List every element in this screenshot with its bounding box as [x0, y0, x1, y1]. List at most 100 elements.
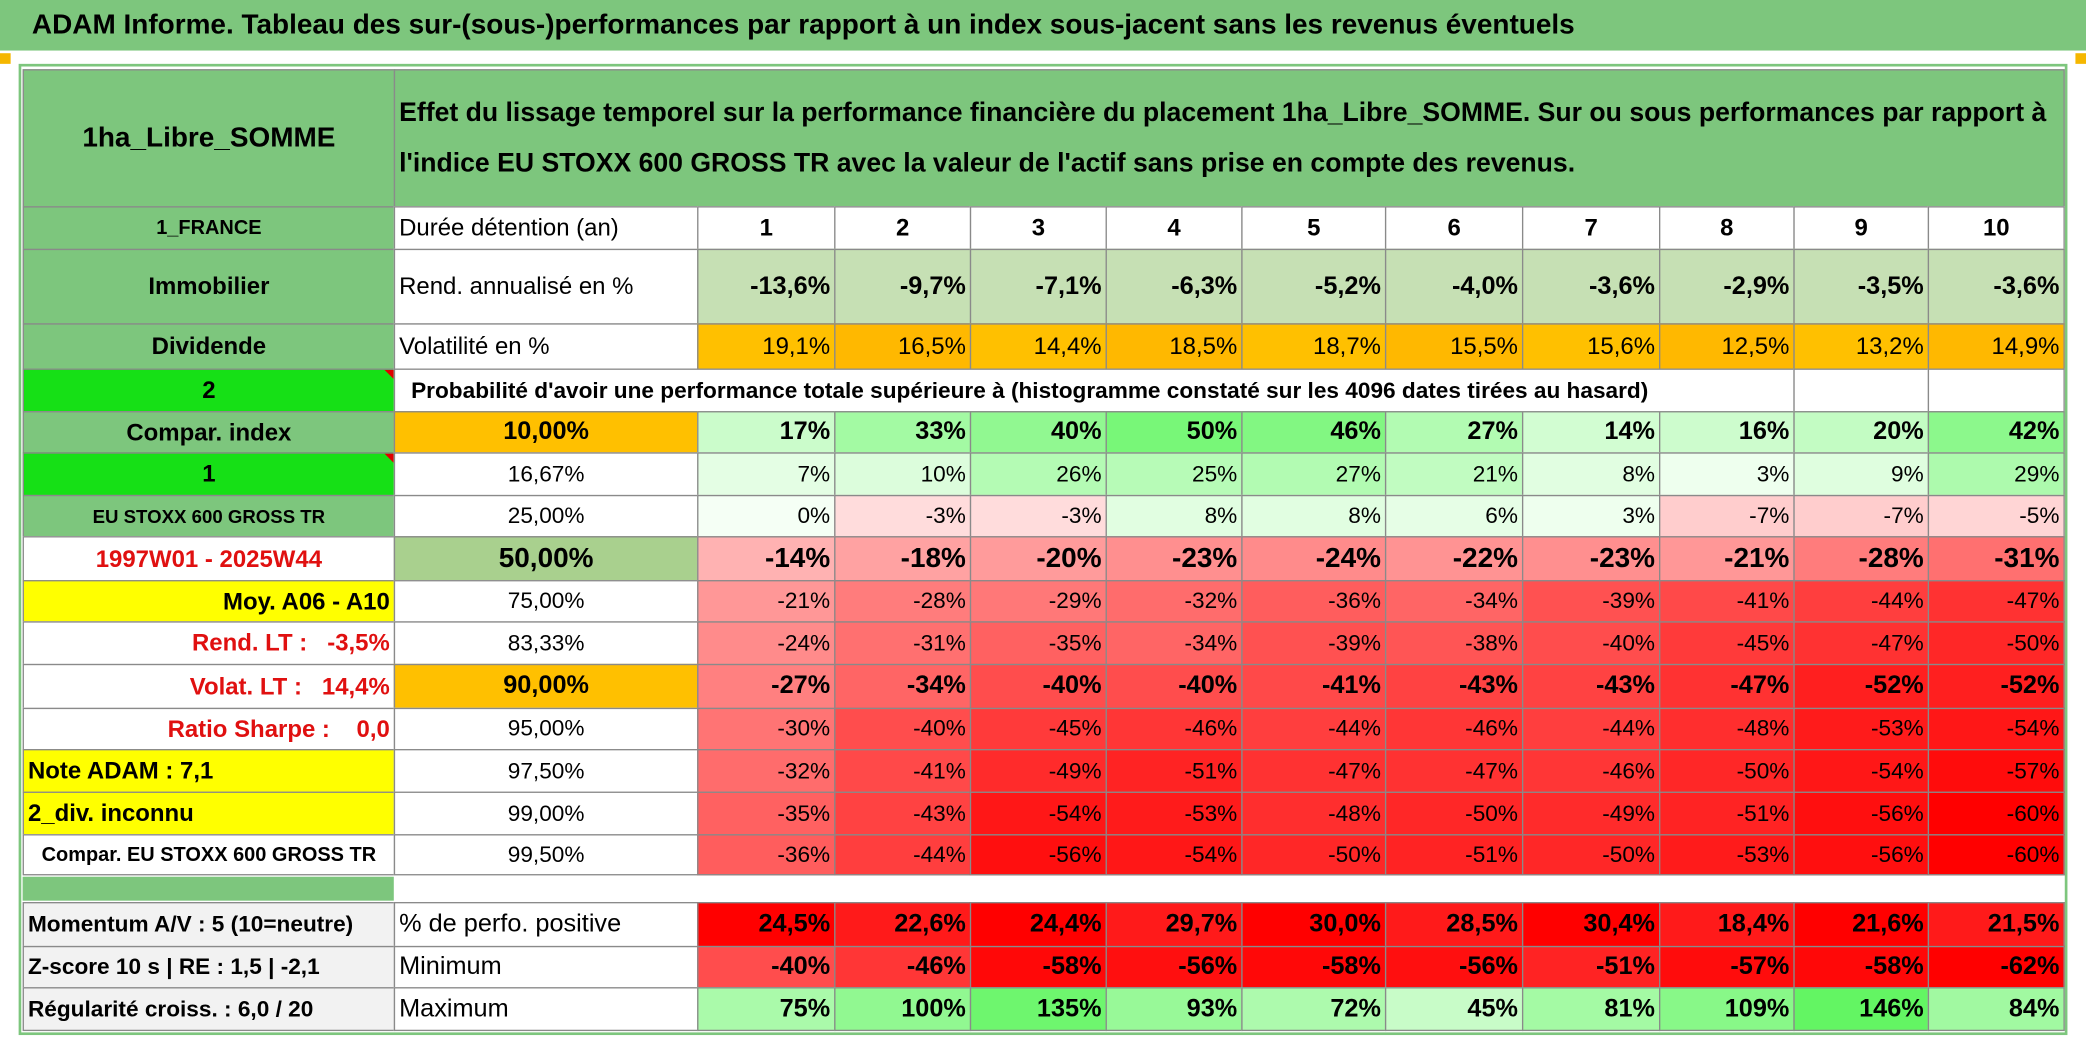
percentile-cell: -3% — [834, 494, 972, 538]
percentile-key: 95,00% — [393, 707, 699, 751]
row-label: Moy. A06 - A10 — [22, 580, 396, 623]
percentile-cell: -24% — [697, 621, 836, 666]
stat-cell: 18,4% — [1659, 902, 1795, 948]
comment-marker — [384, 369, 394, 380]
percentile-cell: -45% — [1659, 621, 1795, 666]
percentile-cell: -50% — [1927, 621, 2065, 666]
stat-cell: 109% — [1659, 987, 1795, 1032]
percentile-cell: -34% — [834, 663, 972, 710]
percentile-key: 99,00% — [393, 791, 699, 836]
value-cell: 12,5% — [1659, 323, 1795, 370]
table-frame — [18, 63, 2068, 1036]
percentile-cell: -28% — [1793, 536, 1930, 582]
percentile-cell: -28% — [834, 580, 972, 623]
value-cell: -13,6% — [697, 248, 836, 325]
stat-cell: -56% — [1384, 945, 1524, 989]
percentile-cell: -46% — [1105, 707, 1243, 751]
row-label: 1_FRANCE — [22, 206, 396, 251]
percentile-cell: -41% — [1241, 663, 1387, 710]
percentile-cell: -23% — [1521, 536, 1661, 582]
percentile-cell: -51% — [1384, 834, 1524, 876]
orange-mark — [2075, 53, 2086, 64]
percentile-cell: -44% — [834, 834, 972, 876]
stat-cell: 30,0% — [1241, 902, 1387, 948]
title-bar: ADAM Informe. Tableau des sur-(sous-)per… — [0, 0, 2086, 51]
row-label: Compar. EU STOXX 600 GROSS TR — [22, 834, 396, 876]
percentile-cell: -39% — [1241, 621, 1387, 666]
percentile-cell: 46% — [1241, 411, 1387, 454]
percentile-cell: -39% — [1521, 580, 1661, 623]
percentile-key: 97,50% — [393, 749, 699, 793]
percentile-key: 25,00% — [393, 494, 699, 538]
stat-cell: 72% — [1241, 987, 1387, 1032]
stat-cell: -56% — [1105, 945, 1243, 989]
row-label: Ratio Sharpe : 0,0 — [22, 707, 396, 751]
series-name: 1ha_Libre_SOMME — [22, 69, 396, 208]
duration-header: 9 — [1793, 206, 1930, 251]
percentile-cell: 3% — [1659, 452, 1795, 497]
stat-cell: 146% — [1793, 987, 1930, 1032]
percentile-cell: -41% — [1659, 580, 1795, 623]
percentile-cell: -40% — [969, 663, 1107, 710]
percentile-cell: -50% — [1384, 791, 1524, 836]
percentile-cell: -43% — [834, 791, 972, 836]
percentile-cell: -47% — [1241, 749, 1387, 793]
percentile-cell: -50% — [1659, 749, 1795, 793]
percentile-cell: -36% — [697, 834, 836, 876]
percentile-cell: -49% — [969, 749, 1107, 793]
percentile-cell: 17% — [697, 411, 836, 454]
percentile-key: 75,00% — [393, 580, 699, 623]
percentile-cell: 29% — [1927, 452, 2065, 497]
row-label: 2_div. inconnu — [22, 791, 396, 836]
percentile-cell: -47% — [1927, 580, 2065, 623]
percentile-cell: 40% — [969, 411, 1107, 454]
stat-cell: 81% — [1521, 987, 1661, 1032]
stat-cell: 93% — [1105, 987, 1243, 1032]
duration-header: 4 — [1105, 206, 1243, 251]
percentile-cell: -54% — [1927, 707, 2065, 751]
value-cell: 15,6% — [1521, 323, 1661, 370]
percentile-cell: -34% — [1105, 621, 1243, 666]
stat-cell: -46% — [834, 945, 972, 989]
percentile-cell: 26% — [969, 452, 1107, 497]
percentile-cell: 7% — [697, 452, 836, 497]
percentile-cell: 27% — [1241, 452, 1387, 497]
percentile-cell: 3% — [1521, 494, 1661, 538]
percentile-cell: -60% — [1927, 791, 2065, 836]
value-cell: -3,6% — [1521, 248, 1661, 325]
percentile-cell: -21% — [1659, 536, 1795, 582]
percentile-cell: 21% — [1384, 452, 1524, 497]
stat-cell: 21,6% — [1793, 902, 1930, 948]
percentile-cell: -56% — [1793, 834, 1930, 876]
percentile-cell: -53% — [1793, 707, 1930, 751]
row-key: % de perfo. positive — [393, 902, 699, 948]
row-label: Volat. LT : 14,4% — [22, 663, 396, 710]
percentile-cell: -44% — [1241, 707, 1387, 751]
stat-cell: 75% — [697, 987, 836, 1032]
percentile-cell: 8% — [1521, 452, 1661, 497]
percentile-cell: -32% — [1105, 580, 1243, 623]
value-cell: 18,7% — [1241, 323, 1387, 370]
comment-marker — [384, 453, 394, 463]
stat-cell: -58% — [1241, 945, 1387, 989]
percentile-key: 10,00% — [393, 411, 699, 454]
percentile-cell: -43% — [1521, 663, 1661, 710]
percentile-cell: -56% — [1793, 791, 1930, 836]
value-cell: -2,9% — [1659, 248, 1795, 325]
stat-cell: 24,4% — [969, 902, 1107, 948]
value-cell: -6,3% — [1105, 248, 1243, 325]
title: ADAM Informe. Tableau des sur-(sous-)per… — [31, 9, 1575, 40]
percentile-cell: -40% — [1105, 663, 1243, 710]
percentile-cell: 25% — [1105, 452, 1243, 497]
percentile-cell: 27% — [1384, 411, 1524, 454]
row-key: Minimum — [393, 945, 699, 989]
percentile-cell: -51% — [1105, 749, 1243, 793]
stat-cell: 21,5% — [1927, 902, 2065, 948]
percentile-cell: -47% — [1384, 749, 1524, 793]
percentile-cell: -21% — [697, 580, 836, 623]
stat-cell: -57% — [1659, 945, 1795, 989]
percentile-key: 16,67% — [393, 452, 699, 497]
percentile-cell: -44% — [1793, 580, 1930, 623]
row-label: Régularité croiss. : 6,0 / 20 — [22, 987, 396, 1032]
